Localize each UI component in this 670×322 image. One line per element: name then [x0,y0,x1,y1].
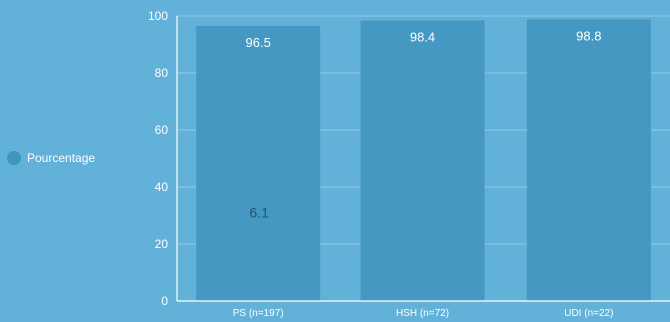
annotation-label: 6.1 [249,205,269,221]
y-tick-label: 60 [155,123,169,137]
y-tick-label: 0 [161,294,168,308]
y-tick-label: 100 [148,9,168,23]
y-tick-label: 40 [155,180,169,194]
bars [196,19,651,302]
bar [360,20,485,302]
data-label: 98.8 [576,28,601,43]
y-tick-label: 80 [155,66,169,80]
x-tick-label: HSH (n=72) [396,308,449,319]
legend-swatch [7,151,21,165]
data-label: 98.4 [410,30,435,45]
legend: Pourcentage [7,151,95,165]
x-tick-label: PS (n=197) [233,308,284,319]
labels: 0 20 40 60 80 100 96.5 98.4 98.8 PS (n=197) HSH (n… [148,9,613,319]
data-label: 96.5 [246,35,271,50]
y-tick-label: 20 [155,237,169,251]
bar [196,25,321,301]
bar [526,19,651,301]
x-tick-label: UDI (n=22) [564,308,613,319]
axes [176,16,670,302]
legend-label: Pourcentage [27,151,96,165]
